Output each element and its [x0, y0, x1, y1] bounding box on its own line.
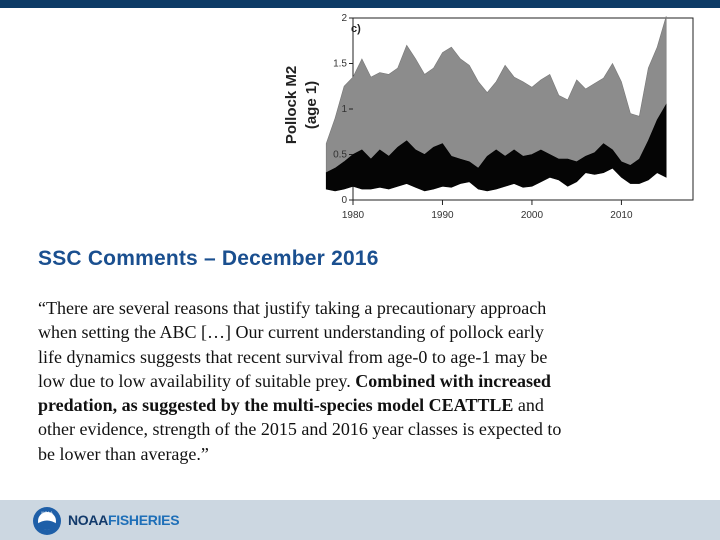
quote-text: “There are several reasons that justify … — [38, 296, 568, 466]
x-tick-label: 2010 — [610, 210, 633, 221]
quote-bold: Combined with increased predation, as su… — [38, 370, 551, 416]
x-tick-label: 2000 — [521, 210, 544, 221]
noaa-fisheries-logo[interactable]: NOAAFISHERIES — [68, 512, 180, 528]
y-tick-label: 0.5 — [333, 150, 347, 161]
y-tick-label: 1.5 — [333, 59, 347, 70]
pollock-m2-chart: 0 0.5 1 1.5 2 1980 1990 2000 2010 c) Pollock M2 (ag… — [280, 14, 700, 226]
x-tick-label: 1990 — [431, 210, 454, 221]
y-axis-label-line2: (age 1) — [303, 81, 320, 129]
quote-part-1: “There are several reasons that justify … — [38, 298, 548, 391]
logo-noaa: NOAA — [68, 512, 109, 528]
x-tick-label: 1980 — [342, 210, 365, 221]
series-upper-band — [325, 16, 667, 174]
logo-fisheries: FISHERIES — [108, 512, 180, 528]
y-axis-label-line1: Pollock M2 — [283, 66, 300, 144]
panel-label: c) — [351, 23, 361, 35]
y-tick-label: 2 — [341, 14, 347, 24]
noaa-emblem-text: NOAA — [41, 510, 53, 515]
footer-bar — [0, 500, 720, 540]
noaa-emblem-icon: NOAA — [33, 507, 61, 535]
slide-heading: SSC Comments – December 2016 — [38, 247, 379, 270]
top-bar — [0, 0, 720, 8]
quote-part-2: and other evidence, strength of the 2015… — [38, 395, 562, 464]
y-tick-label: 0 — [341, 195, 347, 206]
chart-svg: 0 0.5 1 1.5 2 1980 1990 2000 2010 c) Pollock M2 (ag… — [283, 14, 694, 221]
series-lower-band — [325, 103, 667, 192]
y-tick-label: 1 — [341, 104, 347, 115]
